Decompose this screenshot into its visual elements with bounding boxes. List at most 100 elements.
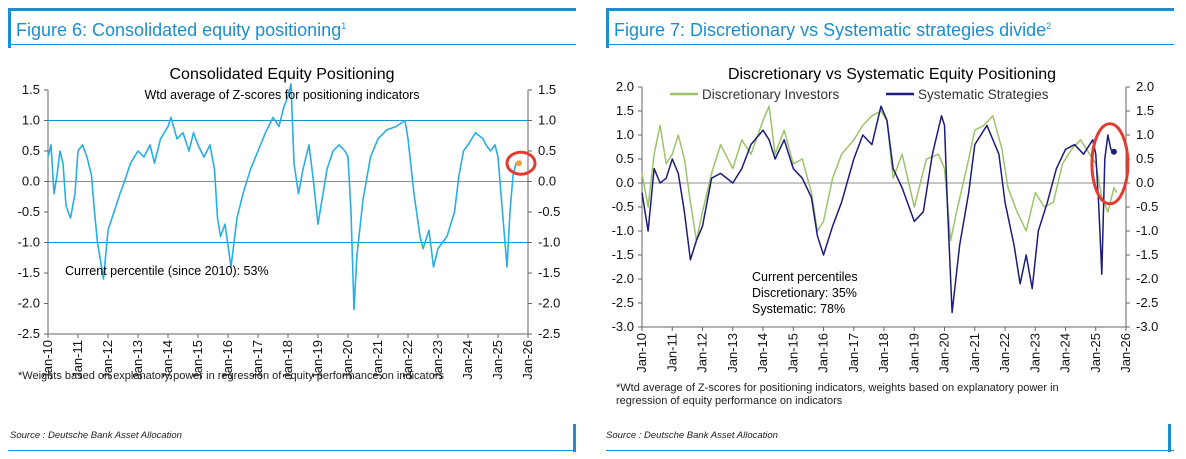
y-tick-label: -1.5 bbox=[612, 247, 634, 262]
x-tick-label: Jan-15 bbox=[190, 340, 205, 380]
source-label: Source : Deutsche Bank Asset Allocation bbox=[606, 430, 778, 441]
top-rule bbox=[606, 8, 1174, 11]
percentile-annotation-line: Current percentiles bbox=[752, 270, 858, 284]
y-tick-label: 0.0 bbox=[616, 175, 634, 190]
y-tick-label: 0.5 bbox=[22, 143, 40, 158]
y-tick-label: 1.5 bbox=[616, 103, 634, 118]
source-label: Source : Deutsche Bank Asset Allocation bbox=[10, 430, 182, 441]
right-accent-bar bbox=[1168, 424, 1171, 452]
x-tick-label: Jan-12 bbox=[695, 333, 710, 373]
x-tick-label: Jan-24 bbox=[1058, 333, 1073, 373]
x-tick-label: Jan-25 bbox=[1088, 333, 1103, 373]
x-tick-label: Jan-23 bbox=[430, 340, 445, 380]
x-tick-label: Jan-23 bbox=[1027, 333, 1042, 373]
y-tick-label: -0.5 bbox=[612, 199, 634, 214]
figure-title: Figure 6: Consolidated equity positionin… bbox=[16, 20, 347, 40]
y2-tick-label: -1.5 bbox=[538, 265, 560, 280]
x-tick-label: Jan-19 bbox=[906, 333, 921, 373]
x-tick-label: Jan-21 bbox=[967, 333, 982, 373]
x-tick-label: Jan-10 bbox=[40, 340, 55, 380]
legend-label-discretionary: Discretionary Investors bbox=[702, 87, 840, 102]
y2-tick-label: 0.5 bbox=[538, 143, 556, 158]
consolidated-positioning-chart: 1.5 1.0 0.5 0.0 -0.5 -1.0 -1.5 -2.0 -2.5 1.5 1.0 0.… bbox=[18, 66, 561, 380]
y-tick-label: 0.0 bbox=[22, 174, 40, 189]
x-tick-label: Jan-11 bbox=[664, 333, 679, 372]
chart-title: Discretionary vs Systematic Equity Posit… bbox=[728, 66, 1056, 83]
discretionary-vs-systematic-chart: 2.0 1.5 1.0 0.5 0.0 -0.5 -1.0 -1.5 -2.0 -2.5 -3.0 2… bbox=[612, 66, 1159, 373]
y2-tick-label: 0.5 bbox=[1136, 151, 1154, 166]
chart-subtitle: Wtd average of Z-scores for positioning … bbox=[144, 88, 419, 102]
y-tick-label: -1.0 bbox=[18, 235, 40, 250]
title-underline bbox=[606, 44, 1174, 45]
series-line-discretionary-investors bbox=[641, 105, 1118, 242]
x-tick-label: Jan-10 bbox=[634, 333, 649, 373]
y2-tick-label: -1.0 bbox=[1136, 223, 1158, 238]
y2-tick-label: 0.0 bbox=[538, 174, 556, 189]
y-tick-label: -1.5 bbox=[18, 265, 40, 280]
y2-tick-label: -1.5 bbox=[1136, 247, 1158, 262]
x-tick-label: Jan-12 bbox=[100, 340, 115, 380]
chart-footnote: *Wtd average of Z-scores for positioning… bbox=[616, 382, 1059, 408]
x-tick-label: Jan-14 bbox=[755, 333, 770, 373]
y-tick-label: -2.0 bbox=[18, 296, 40, 311]
figure-7-panel: Figure 7: Discretionary vs Systematic st… bbox=[598, 0, 1186, 459]
percentile-annotation-line: Discretionary: 35% bbox=[752, 286, 857, 300]
x-tick-label: Jan-18 bbox=[280, 340, 295, 380]
y-tick-label: 2.0 bbox=[616, 79, 634, 94]
x-tick-label: Jan-25 bbox=[490, 340, 505, 380]
left-accent-bar bbox=[606, 8, 609, 48]
y2-tick-label: -1.0 bbox=[538, 235, 560, 250]
bottom-rule bbox=[606, 450, 1174, 451]
y-tick-label: 1.0 bbox=[22, 113, 40, 128]
x-tick-label: Jan-20 bbox=[937, 333, 952, 373]
y-tick-label: -1.0 bbox=[612, 223, 634, 238]
top-rule bbox=[8, 8, 576, 11]
y-tick-label: 1.0 bbox=[616, 127, 634, 142]
y2-tick-label: -2.0 bbox=[538, 296, 560, 311]
series-line-systematic-strategies bbox=[641, 105, 1115, 314]
y-tick-label: -2.0 bbox=[612, 271, 634, 286]
y2-tick-label: -2.0 bbox=[1136, 271, 1158, 286]
y2-tick-label: -0.5 bbox=[538, 204, 560, 219]
series-line-consolidated-equity-positioning bbox=[47, 83, 519, 311]
x-tick-label: Jan-21 bbox=[370, 340, 385, 380]
footnote-line: regression of equity performance on indi… bbox=[616, 395, 843, 407]
y-tick-label: -2.5 bbox=[18, 326, 40, 341]
y-tick-label: 0.5 bbox=[616, 151, 634, 166]
x-tick-label: Jan-11 bbox=[70, 340, 85, 379]
x-tick-label: Jan-15 bbox=[785, 333, 800, 373]
latest-point-marker bbox=[1110, 148, 1117, 155]
x-tick-label: Jan-24 bbox=[460, 340, 475, 380]
figure-6-panel: Figure 6: Consolidated equity positionin… bbox=[0, 0, 586, 459]
x-tick-label: Jan-18 bbox=[876, 333, 891, 373]
y2-tick-label: 0.0 bbox=[1136, 175, 1154, 190]
y2-tick-label: -3.0 bbox=[1136, 319, 1158, 334]
x-tick-label: Jan-16 bbox=[220, 340, 235, 380]
y2-tick-label: 1.0 bbox=[538, 113, 556, 128]
chart-footnote: *Weights based on explanatory power in r… bbox=[18, 370, 444, 382]
x-tick-label: Jan-26 bbox=[1118, 333, 1133, 373]
chart-title: Consolidated Equity Positioning bbox=[169, 66, 394, 83]
x-tick-label: Jan-13 bbox=[130, 340, 145, 380]
x-tick-label: Jan-17 bbox=[846, 333, 861, 373]
latest-point-marker bbox=[516, 160, 522, 167]
percentile-annotation: Current percentile (since 2010): 53% bbox=[65, 264, 269, 278]
bottom-rule bbox=[8, 450, 576, 451]
y-tick-label: -0.5 bbox=[18, 204, 40, 219]
x-tick-label: Jan-19 bbox=[310, 340, 325, 380]
figure-title: Figure 7: Discretionary vs Systematic st… bbox=[614, 20, 1052, 40]
title-underline bbox=[8, 44, 576, 45]
highlight-circle bbox=[505, 150, 537, 176]
x-tick-label: Jan-17 bbox=[250, 340, 265, 380]
y-tick-label: 1.5 bbox=[22, 82, 40, 97]
y2-tick-label: 2.0 bbox=[1136, 79, 1154, 94]
x-tick-label: Jan-20 bbox=[340, 340, 355, 380]
y2-tick-label: 1.0 bbox=[1136, 127, 1154, 142]
y-tick-label: -2.5 bbox=[612, 295, 634, 310]
right-accent-bar bbox=[573, 424, 576, 452]
y-tick-label: -3.0 bbox=[612, 319, 634, 334]
y2-tick-label: 1.5 bbox=[538, 82, 556, 97]
percentile-annotation-line: Systematic: 78% bbox=[752, 302, 845, 316]
x-tick-label: Jan-26 bbox=[520, 340, 535, 380]
footnote-line: *Wtd average of Z-scores for positioning… bbox=[616, 382, 1059, 394]
